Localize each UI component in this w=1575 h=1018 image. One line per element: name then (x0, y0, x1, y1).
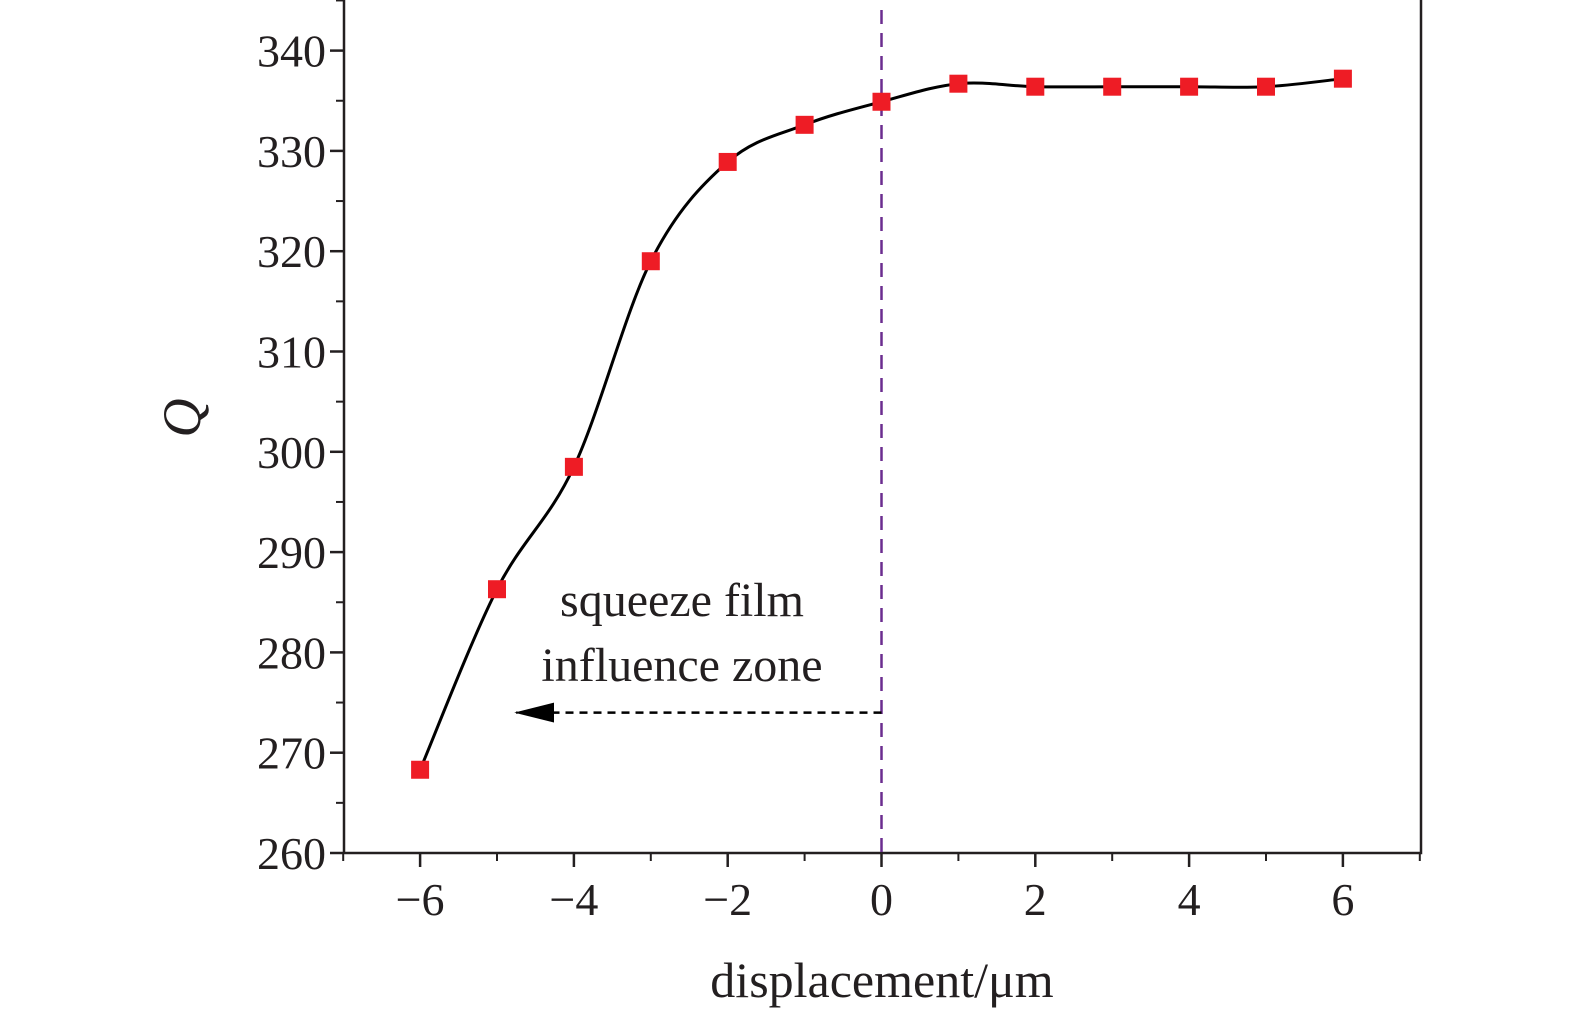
annotation-line-2: influence zone (541, 639, 822, 692)
y-tick-label: 320 (257, 226, 326, 277)
y-tick-label: 270 (257, 728, 326, 779)
x-tick-label: −2 (703, 874, 752, 925)
data-point (1026, 77, 1045, 96)
data-points (411, 69, 1352, 779)
data-point (872, 92, 891, 111)
x-tick-label: 4 (1178, 874, 1201, 925)
y-tick-label: 260 (257, 828, 326, 879)
x-axis-title: displacement/μm (710, 952, 1053, 1008)
y-tick-label: 280 (257, 627, 326, 678)
x-tick-label: −6 (396, 874, 445, 925)
data-point (641, 252, 660, 271)
y-tick-label: 300 (257, 427, 326, 478)
data-point (1103, 77, 1122, 96)
annotation-group: squeeze film influence zone (514, 574, 882, 723)
y-tick-label: 310 (257, 327, 326, 378)
data-point (1180, 77, 1199, 96)
data-point (949, 74, 968, 93)
x-tick-label: −4 (549, 874, 598, 925)
y-tick-label: 290 (257, 527, 326, 578)
x-tick-label: 0 (870, 874, 893, 925)
y-tick-label: 330 (257, 126, 326, 177)
tick-labels: −6 −4 −2 0 2 4 6 260 270 280 290 300 310 320 330 340 (257, 26, 1354, 925)
y-tick-label: 340 (257, 26, 326, 77)
ticks (330, 0, 1421, 867)
data-point (488, 580, 506, 599)
data-point (564, 457, 583, 476)
y-axis-title: Q (152, 399, 212, 438)
annotation-line-1: squeeze film (560, 574, 804, 627)
data-point (411, 760, 430, 779)
data-point (718, 152, 737, 171)
data-point (1257, 77, 1275, 96)
x-tick-label: 2 (1024, 874, 1047, 925)
data-point (1333, 69, 1352, 88)
x-tick-label: 6 (1331, 874, 1354, 925)
data-point (795, 115, 814, 134)
